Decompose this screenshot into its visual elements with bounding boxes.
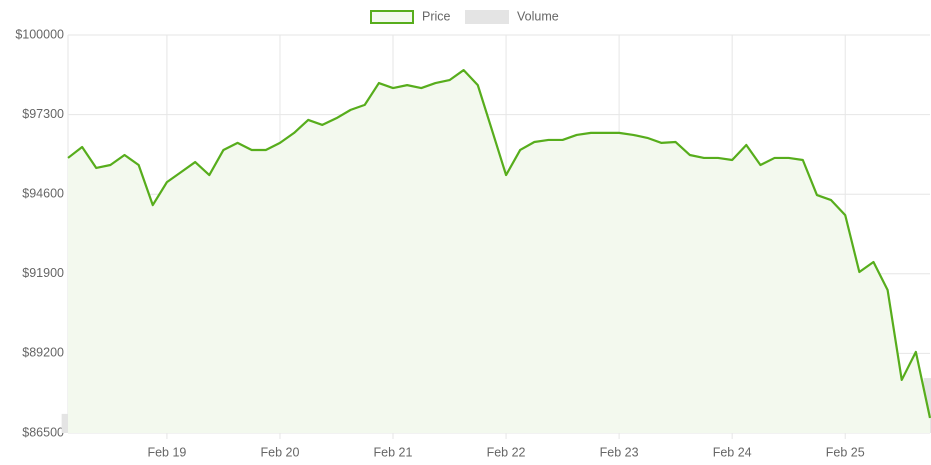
x-tick-label: Feb 19: [147, 445, 186, 459]
x-tick-label: Feb 24: [713, 445, 752, 459]
y-tick-label: $97300: [22, 107, 64, 121]
y-tick-label: $89200: [22, 346, 64, 360]
x-tick-label: Feb 20: [261, 445, 300, 459]
x-tick-label: Feb 22: [487, 445, 526, 459]
price-line: [67, 68, 931, 419]
y-tick-label: $94600: [22, 186, 64, 200]
legend-label: Volume: [517, 9, 559, 23]
legend: Price Volume: [370, 9, 559, 24]
legend-label: Price: [422, 9, 451, 23]
y-tick-label: $100000: [15, 27, 64, 41]
price-area: [68, 70, 930, 434]
x-tick-label: Feb 23: [600, 445, 639, 459]
y-tick-label: $91900: [22, 266, 64, 280]
y-tick-label: $86500: [22, 425, 64, 439]
x-tick-label: Feb 21: [374, 445, 413, 459]
legend-swatch: [465, 10, 509, 24]
x-tick-label: Feb 25: [826, 445, 865, 459]
legend-swatch: [370, 10, 414, 24]
